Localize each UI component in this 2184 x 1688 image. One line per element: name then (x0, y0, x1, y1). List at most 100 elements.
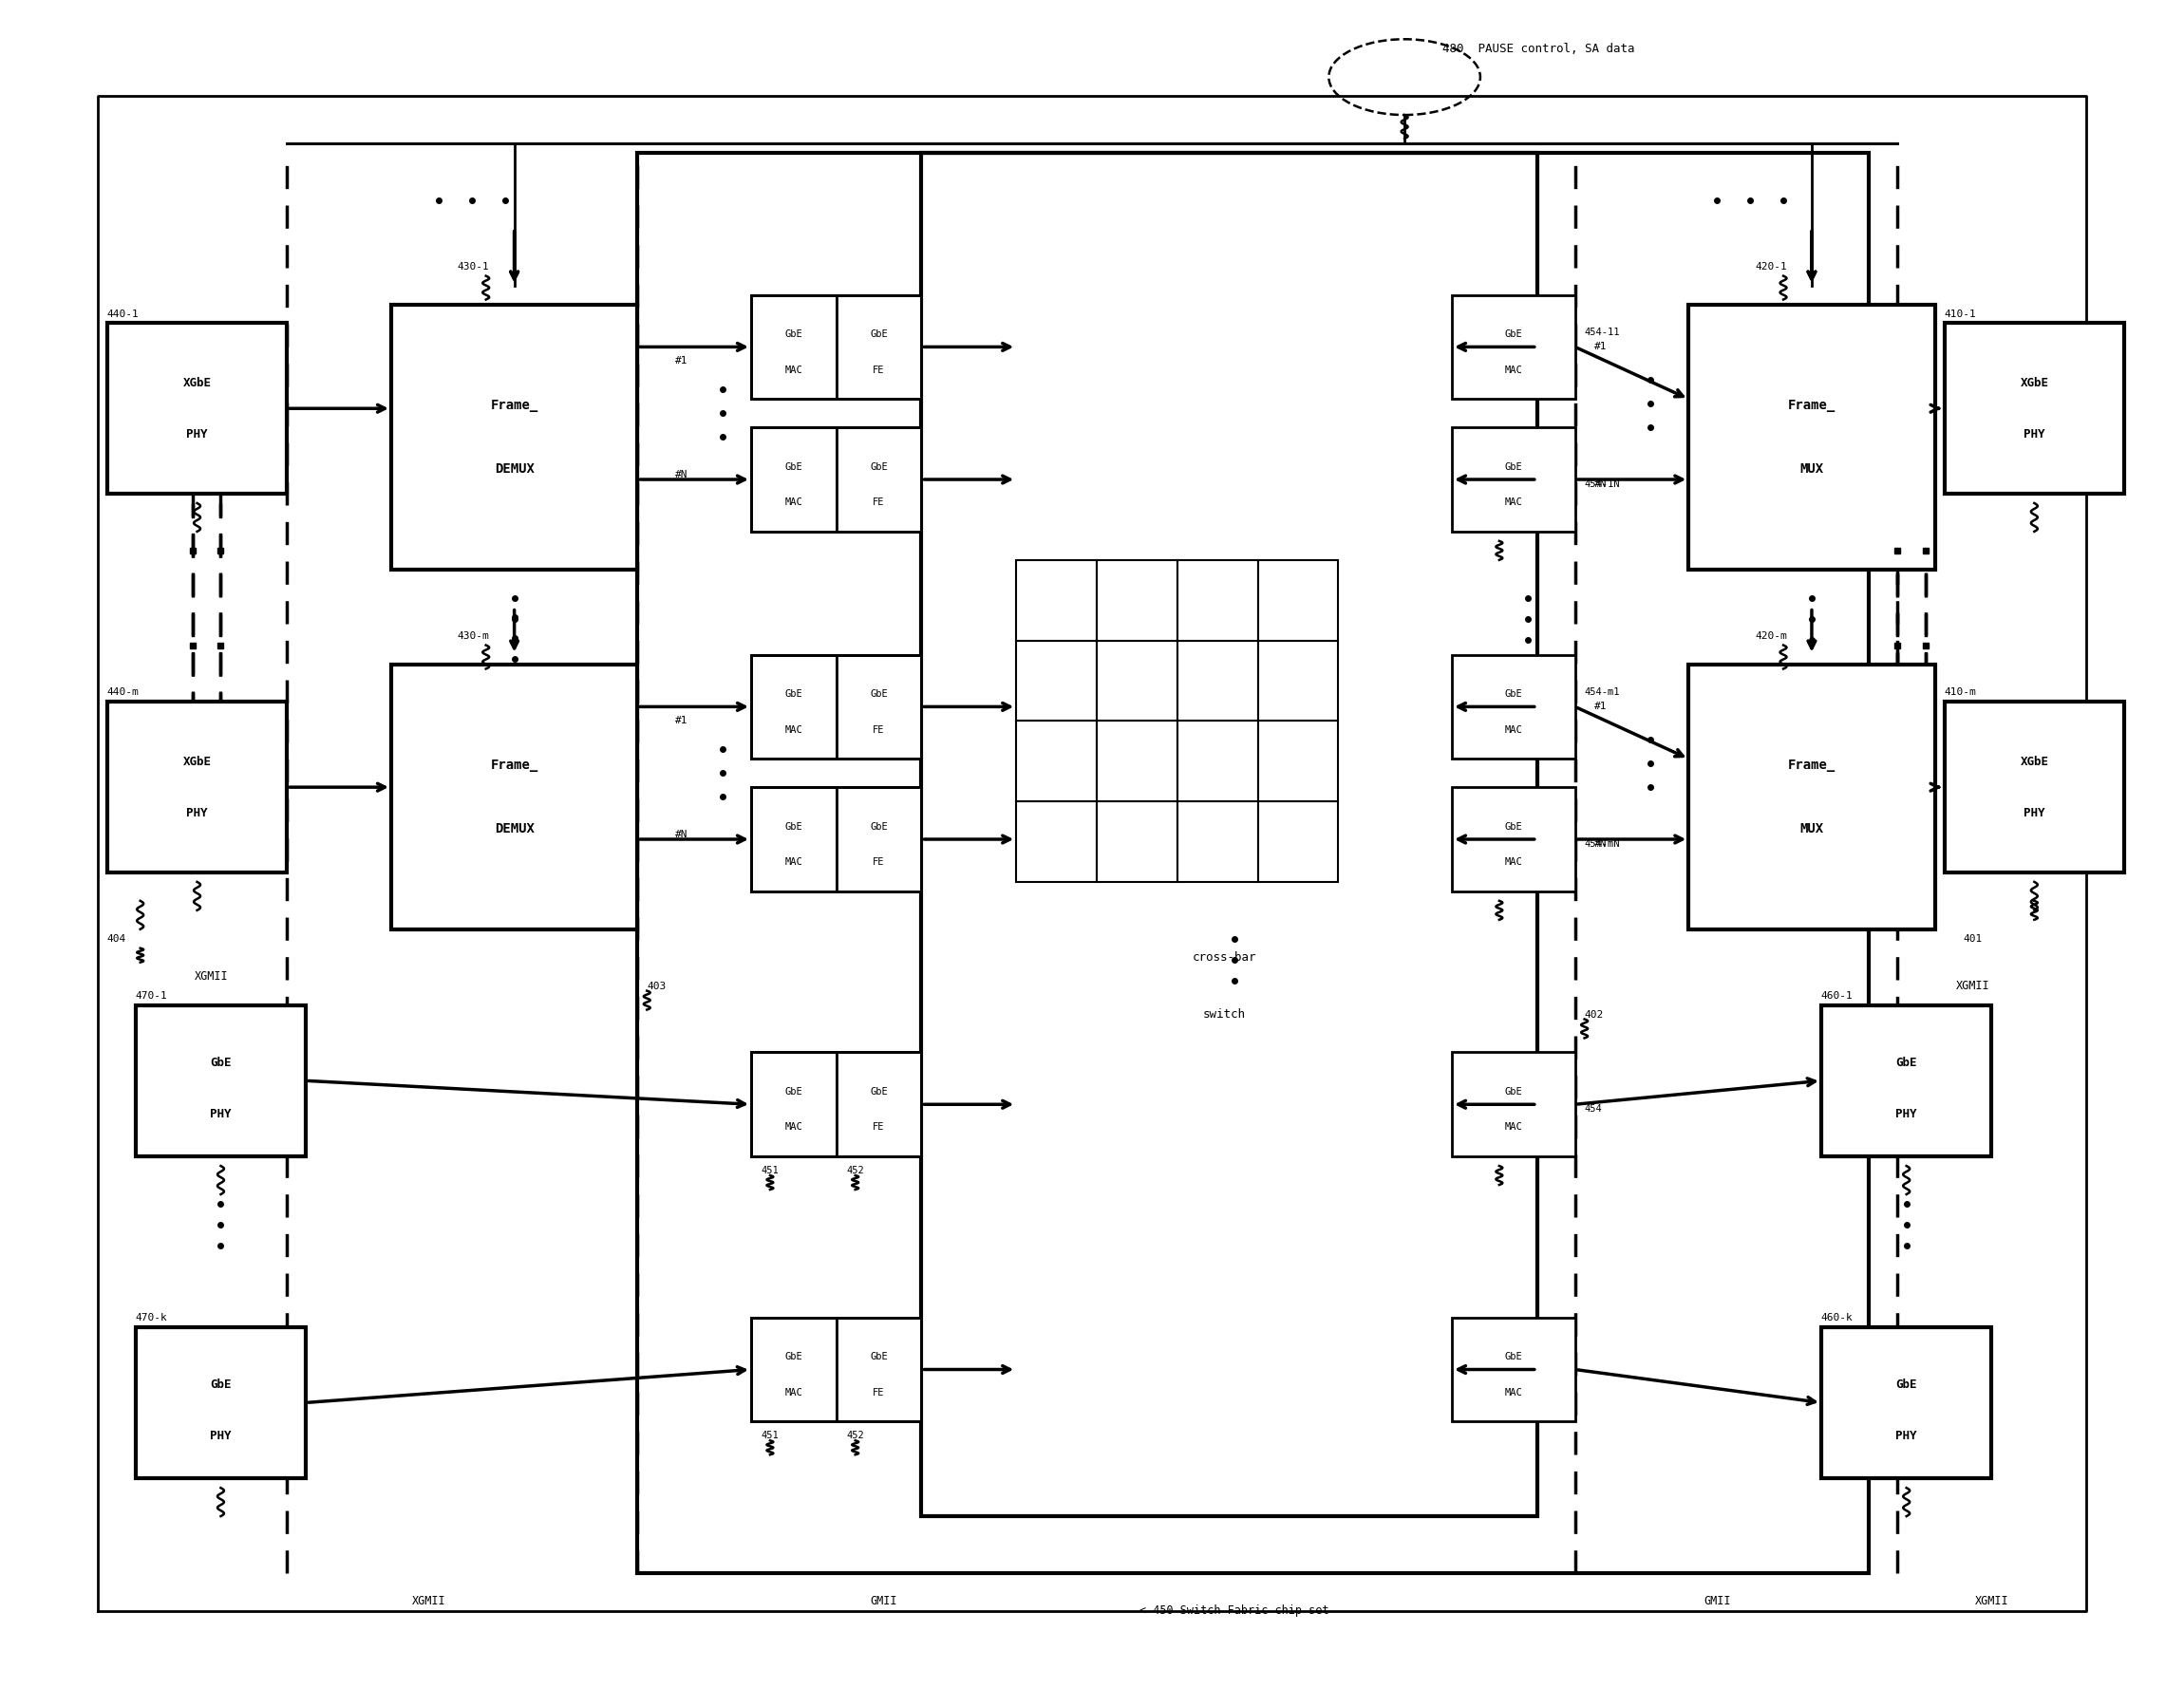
Bar (1821, 1327, 1992, 1479)
Text: XGbE: XGbE (2020, 756, 2049, 768)
Bar (751, 1317, 922, 1421)
Text: Frame_: Frame_ (1789, 758, 1835, 771)
Text: XGMII: XGMII (1957, 979, 1990, 993)
Text: DEMUX: DEMUX (494, 822, 535, 836)
Text: MAC: MAC (784, 1123, 802, 1133)
Text: XGbE: XGbE (183, 376, 212, 388)
Bar (1258, 721, 1339, 802)
Text: MUX: MUX (1800, 463, 1824, 476)
Text: PHY: PHY (1896, 1430, 1918, 1442)
Bar (836, 655, 922, 760)
Bar (1452, 787, 1575, 891)
Text: 401: 401 (1963, 933, 1983, 944)
Bar (922, 154, 1538, 1516)
Bar (1016, 802, 1096, 881)
Bar (1016, 560, 1096, 640)
Bar (1096, 802, 1177, 881)
Text: 460-1: 460-1 (1821, 991, 1854, 1001)
Text: 452: 452 (847, 1431, 865, 1440)
Bar (1258, 640, 1339, 721)
Text: GbE: GbE (1505, 329, 1522, 339)
Text: 451: 451 (760, 1166, 780, 1175)
Bar (751, 295, 922, 398)
Text: FE: FE (874, 365, 885, 375)
Text: XGMII: XGMII (194, 971, 227, 982)
Text: MAC: MAC (1505, 365, 1522, 375)
Bar (1944, 322, 2125, 493)
Text: 430-1: 430-1 (456, 262, 489, 272)
Text: PHY: PHY (186, 427, 207, 441)
Bar (836, 1052, 922, 1156)
Text: XGbE: XGbE (183, 756, 212, 768)
Text: GbE: GbE (869, 822, 889, 832)
Text: #N: #N (1594, 479, 1607, 490)
Bar (1944, 702, 2125, 873)
Bar (1016, 721, 1096, 802)
Bar (1688, 663, 1935, 928)
Text: 470-k: 470-k (135, 1313, 168, 1322)
Text: < 450 Switch Fabric chip set: < 450 Switch Fabric chip set (1140, 1605, 1328, 1617)
Text: 454-mN: 454-mN (1583, 839, 1621, 849)
Text: 440-1: 440-1 (107, 309, 140, 319)
Bar (1177, 560, 1258, 640)
Text: GbE: GbE (210, 1379, 232, 1391)
Bar (751, 1052, 836, 1156)
Text: XGMII: XGMII (413, 1595, 446, 1607)
Text: GbE: GbE (1896, 1057, 1918, 1069)
Text: GbE: GbE (869, 1087, 889, 1097)
Bar (107, 322, 286, 493)
Bar (751, 655, 836, 760)
Bar (1258, 802, 1339, 881)
Text: 402: 402 (1583, 1009, 1603, 1020)
Bar (1688, 304, 1935, 569)
Text: GbE: GbE (1896, 1379, 1918, 1391)
Text: DEMUX: DEMUX (494, 463, 535, 476)
Text: PHY: PHY (210, 1107, 232, 1121)
Text: GbE: GbE (1505, 689, 1522, 699)
Text: 403: 403 (646, 981, 666, 991)
Text: XGbE: XGbE (2020, 376, 2049, 388)
Text: #N: #N (1594, 839, 1607, 849)
Text: MAC: MAC (1505, 858, 1522, 868)
Bar (135, 1004, 306, 1156)
Text: Frame_: Frame_ (491, 398, 537, 412)
Text: FE: FE (874, 498, 885, 506)
Text: 470-1: 470-1 (135, 991, 168, 1001)
Text: #1: #1 (675, 356, 688, 366)
Text: 420-1: 420-1 (1756, 262, 1787, 272)
Text: 480  PAUSE control, SA data: 480 PAUSE control, SA data (1441, 42, 1634, 54)
Text: #1: #1 (675, 716, 688, 726)
Text: cross-bar: cross-bar (1192, 952, 1256, 964)
Text: 410-m: 410-m (1944, 687, 1977, 697)
Text: MUX: MUX (1800, 822, 1824, 836)
Text: #N: #N (675, 830, 688, 839)
Text: MAC: MAC (784, 1388, 802, 1398)
Text: FE: FE (874, 1123, 885, 1133)
Text: PHY: PHY (210, 1430, 232, 1442)
Bar (836, 427, 922, 532)
Text: 452: 452 (847, 1166, 865, 1175)
Text: 404: 404 (107, 933, 127, 944)
Text: GbE: GbE (784, 822, 802, 832)
Text: MAC: MAC (784, 365, 802, 375)
Text: #1: #1 (1594, 702, 1607, 711)
Bar (1452, 1317, 1575, 1421)
Bar (751, 1317, 836, 1421)
Bar (391, 304, 638, 569)
Text: PHY: PHY (1896, 1107, 1918, 1121)
Bar (751, 787, 922, 891)
Text: GbE: GbE (784, 463, 802, 471)
Text: 460-k: 460-k (1821, 1313, 1854, 1322)
Text: #1: #1 (1594, 343, 1607, 351)
Bar (107, 702, 286, 873)
Bar (1452, 427, 1575, 532)
Text: GbE: GbE (869, 329, 889, 339)
Text: GbE: GbE (784, 1087, 802, 1097)
Text: 430-m: 430-m (456, 631, 489, 640)
Text: MAC: MAC (1505, 498, 1522, 506)
Text: switch: switch (1203, 1008, 1245, 1021)
Bar (1177, 802, 1258, 881)
Bar (836, 295, 922, 398)
Bar (836, 787, 922, 891)
Bar (1258, 560, 1339, 640)
